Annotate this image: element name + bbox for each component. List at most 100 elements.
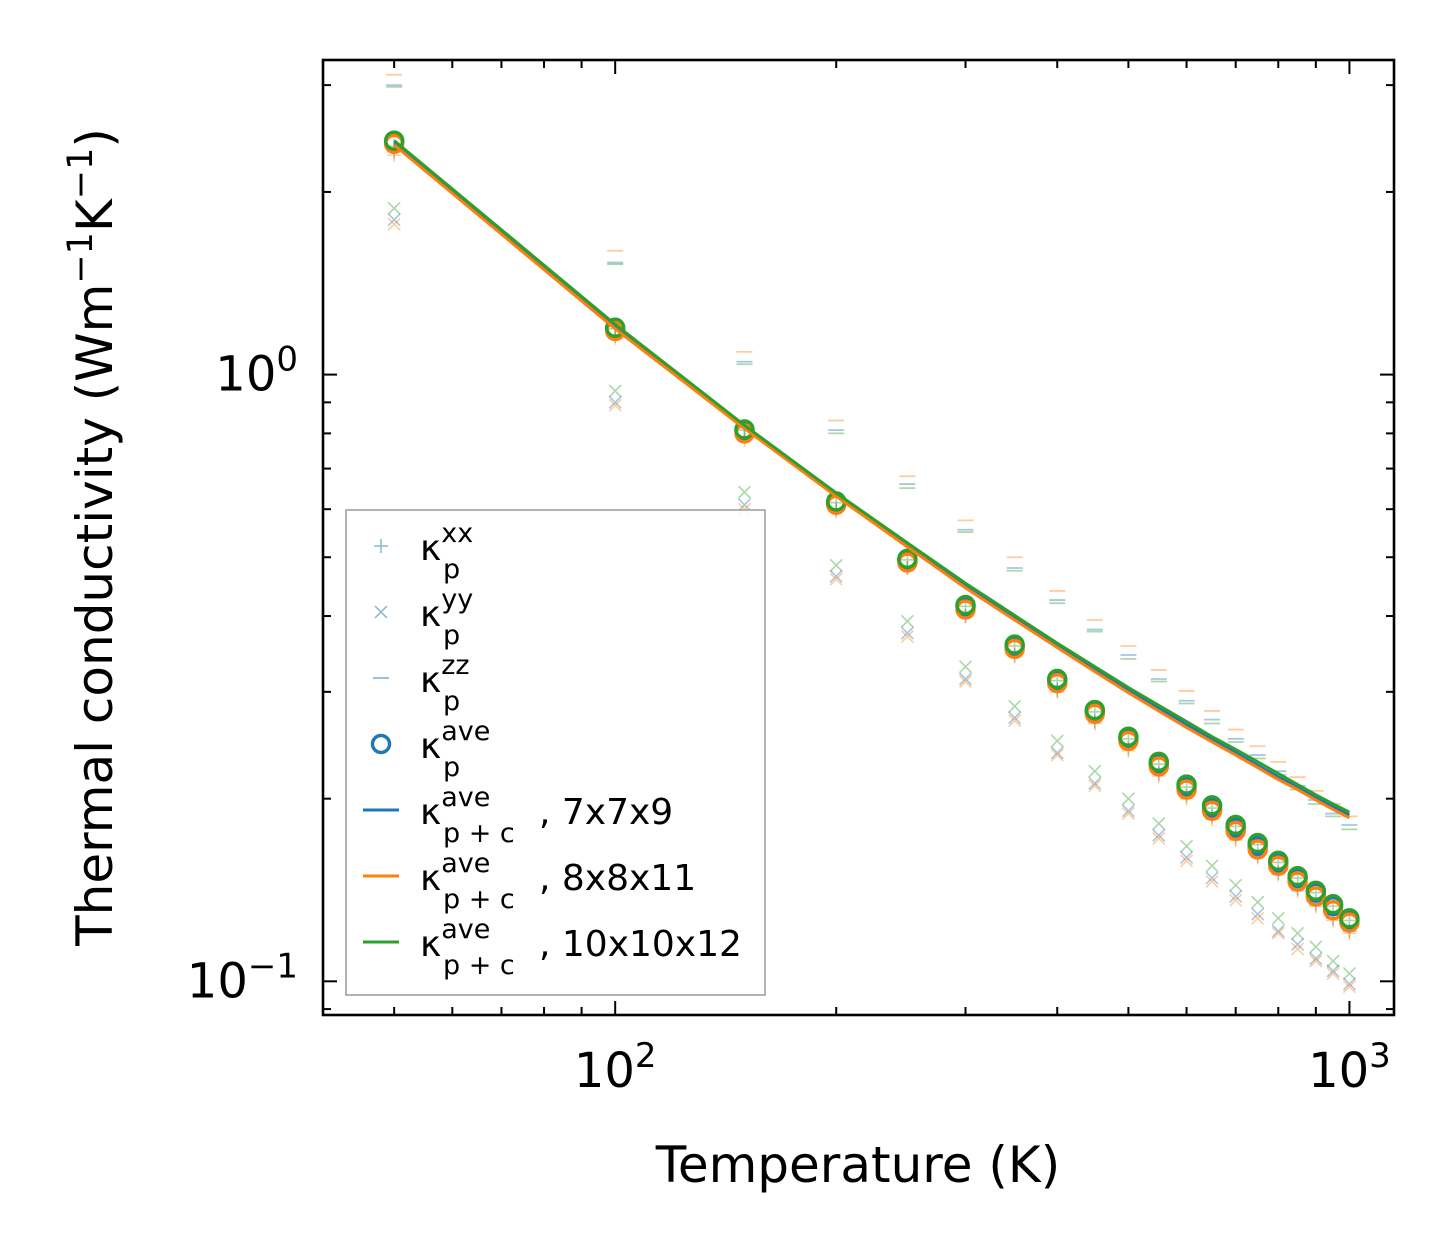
data-point bbox=[1291, 942, 1305, 956]
data-point bbox=[897, 548, 918, 570]
data-point bbox=[1225, 814, 1246, 836]
legend-entry: κyy p bbox=[374, 584, 473, 651]
data-point bbox=[1088, 779, 1102, 793]
series-4 bbox=[387, 217, 1356, 994]
series-3 bbox=[387, 213, 1356, 991]
data-point bbox=[383, 130, 405, 151]
series-line-1 bbox=[393, 143, 1351, 820]
legend-entry: κave p + c, 8x8x11 bbox=[363, 848, 696, 915]
data-point bbox=[1229, 893, 1243, 907]
data-point bbox=[1339, 908, 1360, 929]
data-point bbox=[1271, 926, 1285, 940]
data-point bbox=[1152, 831, 1166, 845]
data-point bbox=[604, 317, 626, 338]
data-point bbox=[958, 660, 973, 674]
data-point bbox=[1205, 875, 1219, 889]
data-point bbox=[1247, 832, 1268, 854]
legend-entry: κxx p bbox=[374, 518, 473, 585]
legend-label: κzz p bbox=[420, 650, 470, 717]
data-point bbox=[1271, 924, 1285, 938]
data-point bbox=[1229, 878, 1243, 892]
y-tick-label: 100 bbox=[215, 340, 298, 403]
data-point bbox=[1326, 954, 1340, 968]
data-point bbox=[1322, 899, 1344, 921]
data-point bbox=[387, 213, 401, 227]
legend-label: κyy p bbox=[420, 584, 473, 651]
series-8 bbox=[386, 85, 1358, 831]
data-point bbox=[1004, 634, 1025, 655]
data-point bbox=[1205, 859, 1219, 873]
legend-label: κave p + c, 10x10x12 bbox=[420, 914, 742, 981]
legend-marker bbox=[374, 539, 388, 553]
data-point bbox=[1201, 795, 1223, 816]
x-tick-label: 102 bbox=[574, 1036, 657, 1099]
series-7 bbox=[386, 73, 1358, 818]
data-point bbox=[1008, 699, 1022, 713]
data-point bbox=[1179, 839, 1194, 853]
data-point bbox=[1205, 871, 1219, 885]
data-point bbox=[1309, 940, 1323, 954]
data-point bbox=[1118, 726, 1139, 747]
data-point bbox=[1309, 952, 1323, 966]
data-point bbox=[608, 398, 622, 412]
data-point bbox=[1271, 911, 1285, 925]
data-point bbox=[1121, 807, 1135, 821]
series-line-2 bbox=[393, 139, 1351, 814]
data-point bbox=[737, 498, 752, 512]
data-point bbox=[1251, 911, 1265, 925]
data-point bbox=[1305, 880, 1327, 901]
data-point bbox=[900, 614, 914, 628]
data-point bbox=[1291, 926, 1305, 940]
data-point bbox=[829, 572, 843, 586]
data-point bbox=[737, 485, 752, 499]
series-11 bbox=[383, 130, 1360, 929]
data-point bbox=[1121, 804, 1135, 818]
data-point bbox=[1179, 850, 1194, 865]
legend-entry: κave p bbox=[370, 716, 490, 783]
legend-label: κave p + c, 8x8x11 bbox=[420, 848, 696, 915]
plot-frame bbox=[321, 58, 1396, 1017]
data-point bbox=[608, 395, 622, 409]
data-point bbox=[955, 594, 976, 616]
data-point bbox=[1050, 734, 1064, 748]
data-point bbox=[1342, 980, 1356, 994]
data-point bbox=[1088, 764, 1102, 778]
data-point bbox=[1326, 966, 1340, 981]
data-point bbox=[900, 630, 914, 644]
data-point bbox=[387, 201, 401, 215]
data-point bbox=[1050, 748, 1064, 762]
data-point bbox=[900, 626, 914, 640]
data-point bbox=[1225, 820, 1246, 842]
legend-box bbox=[345, 509, 766, 996]
legend-entry: κave p + c, 10x10x12 bbox=[363, 914, 742, 981]
data-point bbox=[958, 674, 973, 689]
data-point bbox=[1050, 746, 1064, 760]
data-point bbox=[734, 419, 755, 440]
data-point bbox=[1247, 839, 1268, 860]
data-point bbox=[1152, 816, 1166, 831]
legend-label: κxx p bbox=[420, 518, 473, 585]
data-point bbox=[1179, 854, 1194, 868]
data-point bbox=[1342, 913, 1357, 928]
data-point bbox=[1305, 886, 1327, 907]
data-point bbox=[1342, 966, 1356, 981]
data-point bbox=[1229, 889, 1243, 904]
data-point bbox=[1251, 895, 1265, 909]
data-point bbox=[829, 569, 843, 583]
data-point bbox=[1008, 714, 1022, 728]
legend-marker bbox=[374, 605, 388, 619]
data-point bbox=[1326, 964, 1340, 978]
data-point bbox=[1148, 751, 1169, 773]
legend-entry: κave p + c, 7x7x9 bbox=[363, 782, 673, 849]
data-point bbox=[958, 672, 973, 686]
data-point bbox=[1152, 828, 1166, 842]
data-point bbox=[608, 384, 622, 398]
data-point bbox=[1268, 850, 1289, 871]
x-tick-label: 103 bbox=[1308, 1036, 1391, 1099]
tick-layer: 102 103 100 10−1 bbox=[187, 60, 1394, 1099]
legend-label: κave p bbox=[420, 716, 490, 783]
data-point bbox=[387, 217, 401, 231]
legend-entry: κzz p bbox=[373, 650, 470, 717]
